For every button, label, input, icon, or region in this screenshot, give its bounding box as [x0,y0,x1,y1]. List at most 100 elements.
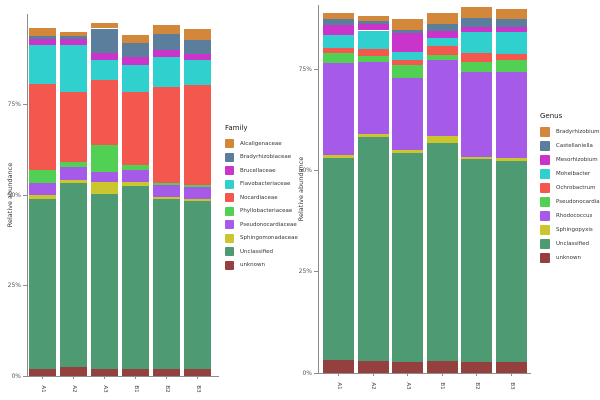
bar-segment-A1-Pseudonocardiaceae [29,183,56,195]
bar-segment-A2-Unclassified [60,183,87,367]
x-tick-label: A2 [370,382,377,390]
bar-segment-B2-Nocardiaceae [153,86,180,184]
legend-swatch [225,206,234,216]
bar-segment-A3-Castellaniella [392,29,424,33]
legend-swatch [540,169,550,179]
bar-segment-B2-unknown [153,368,180,376]
bar-segment-B2-Castellaniella [461,18,493,27]
y-axis-title: Relative abundance [297,156,305,222]
bar-segment-B1-Brucellaceae [122,56,149,66]
bar-segment-A1-Unclassified [323,158,354,361]
x-tick-label: A3 [101,385,108,393]
legend-swatch [225,247,234,257]
legend-item-Unclassified: Unclassified [540,237,600,251]
bar-segment-B1-Unclassified [122,185,149,369]
bar-segment-A2-Castellaniella [357,21,389,25]
legend-swatch [540,183,550,193]
bar-segment-B3-Flavobacteriaceae [184,60,211,86]
bar-segment-A2-unknown [357,360,389,373]
bar-segment-B3-Brucellaceae [184,53,211,61]
x-tick-mark [73,376,74,379]
legend-label: Unclassified [556,241,590,247]
bar-segment-A3-Bradyrhizobium [392,19,424,30]
bar-segment-A2-Pseudonocardiaceae [60,166,87,181]
bar-segment-A3-Phyllobacteriaceae [91,145,118,172]
x-tick-label: B1 [132,385,139,393]
bar-segment-B3-unknown [184,368,211,376]
bar-segment-A1-Bradyrhizobiaceae [29,36,56,39]
legend-item-unknown: unknown [225,259,298,273]
legend-family: Family Alcaligenaceae Bradyrhizobiaceae Br… [225,124,298,272]
bar-segment-A2-Sphingopyxis [357,134,389,137]
legend-label: Bradyrhizobium [556,129,600,135]
bar-segment-A1-Brucellaceae [29,38,56,46]
bar-segment-A3-Pseudonocardia [392,64,424,79]
bar-segment-A3-unknown [392,362,424,373]
bar-segment-B2-Unclassified [153,199,180,369]
legend-label: Nocardiaceae [240,194,278,201]
legend-label: unknown [556,255,581,261]
y-tick-mark [314,170,318,172]
bar-segment-B1-unknown [426,360,458,373]
x-tick-mark [135,376,136,379]
bar-segment-A1-Moheibacter [323,34,354,49]
bar-segment-B3-Phyllobacteriaceae [184,184,211,188]
bar-segment-A3-Nocardiaceae [91,79,118,146]
y-tick-mark [314,372,318,374]
plot-panel-family: 0% 25% 50% 75% A1 A2 A3 B1 B2 B3 [8,14,219,393]
legend-item-Mesorhizobium: Mesorhizobium [540,153,600,167]
bar-segment-A1-Alcaligenaceae [29,27,56,37]
bar-segment-A1-Phyllobacteriaceae [29,170,56,184]
bar-segment-B3-Alcaligenaceae [184,28,211,41]
legend-swatch [225,260,234,270]
legend-item-Phyllobacteriaceae: Phyllobacteriaceae [225,205,298,219]
legend-swatch [540,141,550,151]
bar-segment-B2-Flavobacteriaceae [153,56,180,87]
x-tick-mark [441,373,443,376]
bar-segment-A1-Bradyrhizobium [323,13,354,19]
bar-segment-B1-Pseudonocardiaceae [122,170,149,182]
bar-segment-A2-Flavobacteriaceae [60,45,87,92]
y-tick-label: 0% [302,369,312,377]
bar-segment-A3-Sphingomonadaceae [91,182,118,195]
bar-segment-B1-Castellaniella [426,24,458,32]
x-tick-label: B2 [473,382,480,390]
bar-segment-B2-Moheibacter [461,31,493,54]
legend-label: Brucellaceae [240,167,276,174]
bar-segment-B2-Brucellaceae [153,50,180,57]
legend-label: Castellaniella [556,143,593,149]
legend-label: Flavobacteriaceae [240,181,291,188]
bar-segment-A1-Ochrobactrum [323,48,354,54]
legend-label: Mesorhizobium [556,157,598,163]
bar-segment-B3-Bradyrhizobium [496,8,527,19]
bar-segment-B1-Bradyrhizobium [426,12,458,25]
legend-item-Castellaniella: Castellaniella [540,139,600,153]
x-tick-mark [372,373,374,376]
bar-segment-B3-unknown [496,362,527,373]
bar-segment-A1-Flavobacteriaceae [29,45,56,84]
bar-segment-A1-Mesorhizobium [323,24,354,35]
y-tick-mark [23,285,27,286]
bar-segment-A2-Brucellaceae [60,38,87,46]
bar-segment-A3-Rhodococcus [392,78,424,150]
bar-segment-A3-Moheibacter [392,51,424,60]
bar-segment-A3-Unclassified [392,153,424,363]
x-tick-label: B2 [163,385,170,393]
legend-label: Sphingopyxis [556,227,593,233]
legend-item-Moheibacter: Moheibacter [540,167,600,181]
y-tick-label: 50% [298,167,312,175]
bar-segment-A2-Sphingomonadaceae [60,180,87,184]
bar-segment-B3-Nocardiaceae [184,85,211,185]
legend-label: Pseudonocardiaceae [240,221,297,228]
y-tick-label: 25% [298,268,312,276]
legend-item-Bradyrhizobium: Bradyrhizobium [540,125,600,139]
x-tick-mark [197,376,198,379]
bar-segment-B3-Bradyrhizobiaceae [184,40,211,54]
legend-swatch [540,127,550,137]
bar-segment-B1-Sphingomonadaceae [122,181,149,186]
bar-segment-A3-Unclassified [91,194,118,369]
bar-segment-A3-Ochrobactrum [392,60,424,65]
legend-label: Bradyrhizobiaceae [240,154,292,161]
bar-segment-B3-Sphingopyxis [496,158,527,161]
